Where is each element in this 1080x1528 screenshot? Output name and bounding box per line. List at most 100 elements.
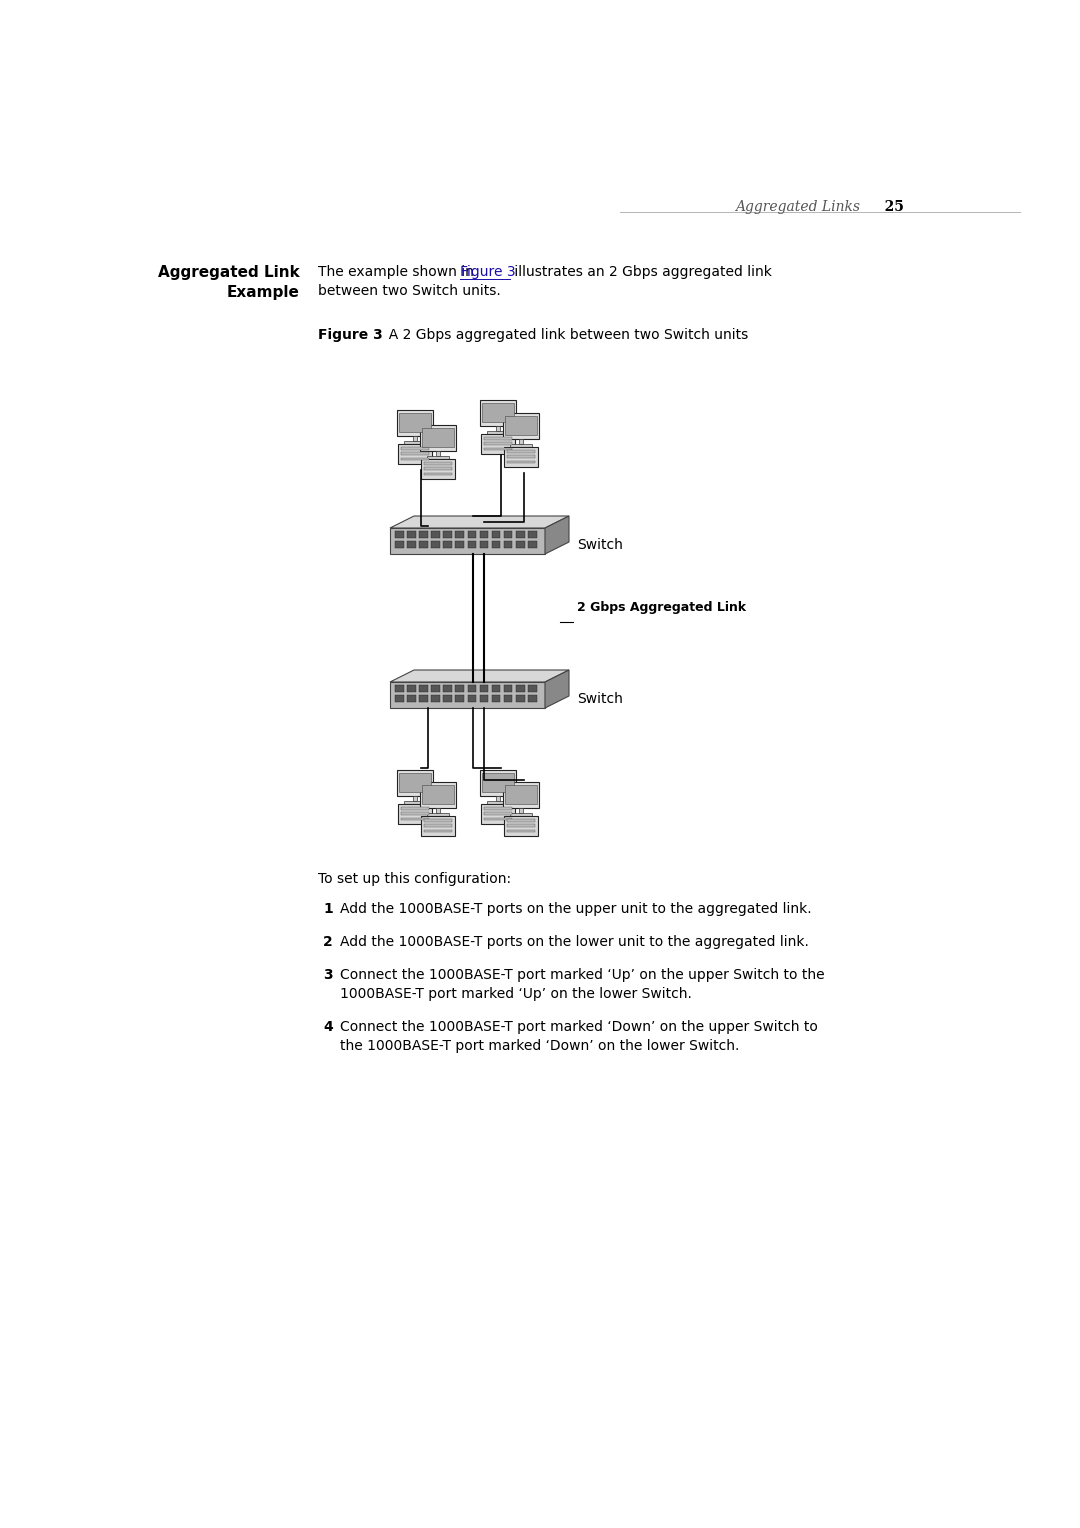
Text: A 2 Gbps aggregated link between two Switch units: A 2 Gbps aggregated link between two Swi… <box>380 329 748 342</box>
Bar <box>484 437 512 440</box>
Bar <box>468 532 476 538</box>
Text: Connect the 1000BASE-T port marked ‘Down’ on the upper Switch to: Connect the 1000BASE-T port marked ‘Down… <box>340 1021 818 1034</box>
Polygon shape <box>390 516 569 529</box>
Bar <box>484 807 512 810</box>
Bar <box>424 819 453 822</box>
Bar <box>401 807 429 810</box>
Bar <box>436 808 440 813</box>
Bar <box>491 532 500 538</box>
Bar <box>528 541 537 549</box>
Bar <box>528 695 537 703</box>
Bar <box>421 460 455 478</box>
Bar <box>480 541 488 549</box>
Bar <box>431 695 440 703</box>
Text: Switch: Switch <box>577 538 623 552</box>
Text: 1000BASE-T port marked ‘Up’ on the lower Switch.: 1000BASE-T port marked ‘Up’ on the lower… <box>340 987 692 1001</box>
Bar <box>505 785 537 804</box>
Bar <box>401 452 429 455</box>
Text: 3: 3 <box>323 969 333 983</box>
Bar <box>436 451 440 455</box>
Bar <box>511 813 531 816</box>
Bar <box>428 455 448 460</box>
Bar <box>443 695 453 703</box>
Bar <box>504 448 538 466</box>
Bar <box>503 532 512 538</box>
Bar <box>502 782 540 808</box>
Bar <box>516 532 525 538</box>
Bar <box>419 695 428 703</box>
Text: Switch: Switch <box>577 692 623 706</box>
Polygon shape <box>390 529 545 555</box>
Bar <box>400 773 431 792</box>
Bar <box>502 413 540 440</box>
Text: 25: 25 <box>870 200 904 214</box>
Bar <box>503 685 512 692</box>
Bar <box>443 541 453 549</box>
Bar <box>396 410 433 437</box>
Bar <box>484 813 512 814</box>
Bar <box>468 685 476 692</box>
Bar <box>400 413 431 432</box>
Bar <box>424 461 453 465</box>
Bar <box>424 468 453 471</box>
Bar <box>480 532 488 538</box>
Bar <box>443 532 453 538</box>
Bar <box>419 782 457 808</box>
Bar <box>511 443 531 448</box>
Text: 2: 2 <box>323 935 333 949</box>
Bar <box>404 440 426 445</box>
Bar <box>528 685 537 692</box>
Bar <box>443 685 453 692</box>
Bar <box>414 796 417 801</box>
Text: Aggregated Link: Aggregated Link <box>159 264 300 280</box>
Bar <box>407 695 416 703</box>
Bar <box>507 824 535 827</box>
Bar <box>419 425 457 451</box>
Bar <box>404 801 426 804</box>
Text: The example shown in: The example shown in <box>318 264 478 280</box>
Text: Aggregated Links: Aggregated Links <box>735 200 860 214</box>
Text: Example: Example <box>227 286 300 299</box>
Bar <box>507 830 535 833</box>
Bar <box>407 685 416 692</box>
Text: the 1000BASE-T port marked ‘Down’ on the lower Switch.: the 1000BASE-T port marked ‘Down’ on the… <box>340 1039 740 1053</box>
Bar <box>480 695 488 703</box>
Bar <box>480 770 516 796</box>
Bar <box>507 460 535 463</box>
Bar <box>496 796 500 801</box>
Text: Add the 1000BASE-T ports on the upper unit to the aggregated link.: Add the 1000BASE-T ports on the upper un… <box>340 902 812 915</box>
Bar <box>507 455 535 458</box>
Bar <box>456 685 464 692</box>
Bar <box>507 819 535 822</box>
Bar <box>480 685 488 692</box>
Bar <box>516 695 525 703</box>
Bar <box>395 532 404 538</box>
Bar <box>456 532 464 538</box>
Bar <box>401 448 429 449</box>
Bar <box>431 532 440 538</box>
Bar <box>516 541 525 549</box>
Bar <box>424 830 453 833</box>
Polygon shape <box>390 669 569 681</box>
Polygon shape <box>390 681 545 707</box>
Bar <box>414 437 417 440</box>
Bar <box>424 824 453 827</box>
Bar <box>480 400 516 426</box>
Bar <box>528 532 537 538</box>
Bar <box>456 541 464 549</box>
Bar <box>484 817 512 821</box>
Bar <box>422 785 454 804</box>
Bar <box>396 770 433 796</box>
Bar <box>491 685 500 692</box>
Bar <box>395 695 404 703</box>
Text: To set up this configuration:: To set up this configuration: <box>318 872 511 886</box>
Bar <box>401 817 429 821</box>
Bar <box>421 816 455 836</box>
Bar <box>419 685 428 692</box>
Bar <box>519 808 523 813</box>
Text: between two Switch units.: between two Switch units. <box>318 284 501 298</box>
Bar <box>487 431 509 434</box>
Bar <box>503 695 512 703</box>
Bar <box>503 541 512 549</box>
Text: Figure 3: Figure 3 <box>460 264 515 280</box>
